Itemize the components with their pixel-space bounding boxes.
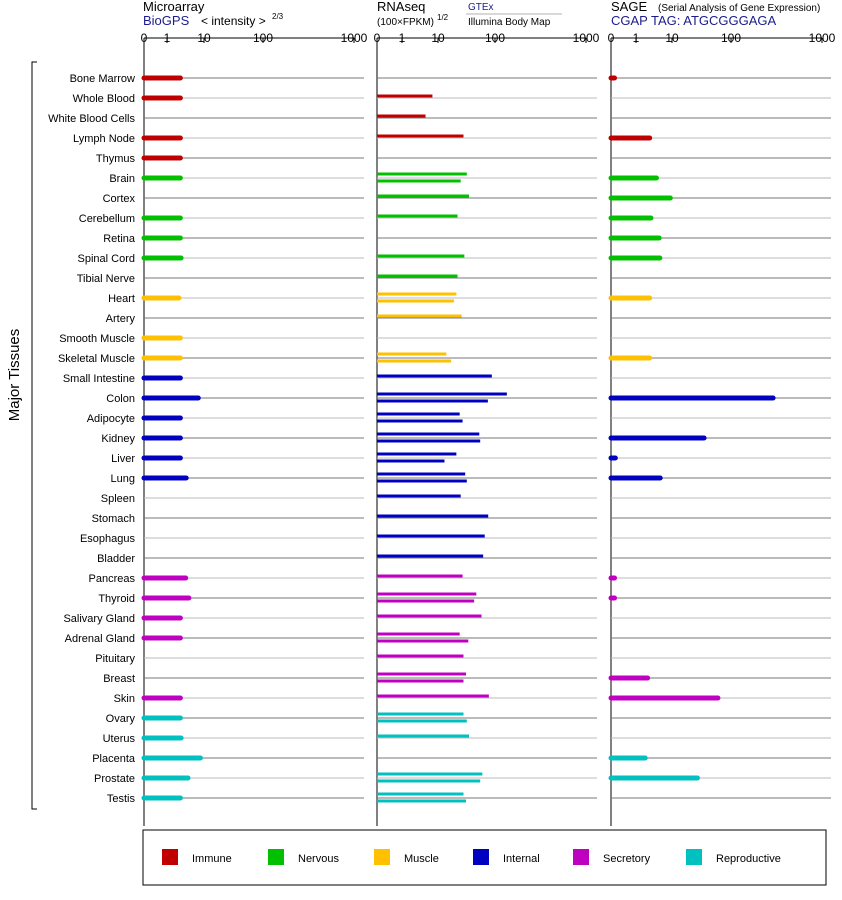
legend-swatch-internal bbox=[473, 849, 489, 865]
tissue-label: Brain bbox=[109, 173, 135, 185]
microarray-exponent: 2/3 bbox=[272, 12, 284, 21]
tissue-label: Artery bbox=[106, 313, 136, 325]
sage-subtitle: (Serial Analysis of Gene Expression) bbox=[658, 3, 820, 14]
tissue-labels: Bone Marrow Whole Blood White Blood Cells L… bbox=[48, 73, 136, 805]
tissue-label: Smooth Muscle bbox=[59, 333, 135, 345]
tissue-label: Tibial Nerve bbox=[77, 273, 135, 285]
tissue-label: Adrenal Gland bbox=[65, 633, 135, 645]
tissue-label: Retina bbox=[103, 233, 136, 245]
rnaseq-source-gtex: GTEx bbox=[468, 2, 494, 13]
tissue-label: Thymus bbox=[96, 153, 136, 165]
legend-swatch-immune bbox=[162, 849, 178, 865]
tissue-bracket bbox=[31, 61, 37, 810]
tissue-label: Placenta bbox=[92, 753, 136, 765]
rnaseq-tick-label: 1000 bbox=[573, 31, 600, 45]
tissue-label: Prostate bbox=[94, 773, 135, 785]
tissue-label: White Blood Cells bbox=[48, 113, 135, 125]
sage-tick-label: 1000 bbox=[809, 31, 836, 45]
sage-tick-label: 0 bbox=[608, 31, 615, 45]
tissue-label: Liver bbox=[111, 453, 135, 465]
tissue-label: Testis bbox=[107, 793, 136, 805]
y-axis-label: Major Tissues bbox=[6, 329, 23, 422]
tissue-label: Colon bbox=[106, 393, 135, 405]
panel-axes: 0 1 10 100 1000 0 1 10 100 1000 0 1 10 100 1000 bbox=[141, 31, 836, 826]
tissue-label: Salivary Gland bbox=[63, 613, 135, 625]
tissue-label: Pituitary bbox=[95, 653, 135, 665]
microarray-tick-label: 0 bbox=[141, 31, 148, 45]
sage-tick-label: 10 bbox=[665, 31, 679, 45]
rnaseq-tick-label: 10 bbox=[431, 31, 445, 45]
rnaseq-unit: (100×FPKM) bbox=[377, 17, 434, 28]
rnaseq-source-illumina: Illumina Body Map bbox=[468, 17, 551, 28]
tissue-label: Ovary bbox=[106, 713, 136, 725]
tissue-label: Breast bbox=[103, 673, 135, 685]
legend-swatch-muscle bbox=[374, 849, 390, 865]
tissue-label: Spinal Cord bbox=[78, 253, 135, 265]
microarray-source: BioGPS bbox=[143, 13, 190, 28]
tissue-label: Spleen bbox=[101, 493, 135, 505]
rnaseq-exponent: 1/2 bbox=[437, 13, 449, 22]
tissue-label: Skeletal Muscle bbox=[58, 353, 135, 365]
legend-swatch-nervous bbox=[268, 849, 284, 865]
tissue-label: Bladder bbox=[97, 553, 135, 565]
legend-label-reproductive: Reproductive bbox=[716, 853, 781, 865]
tissue-label: Bone Marrow bbox=[70, 73, 135, 85]
legend-label-immune: Immune bbox=[192, 853, 232, 865]
microarray-tick-label: 100 bbox=[253, 31, 273, 45]
tissue-label: Esophagus bbox=[80, 533, 136, 545]
sage-tick-label: 1 bbox=[633, 31, 640, 45]
legend: Immune Nervous Muscle Internal Secretory Repr… bbox=[162, 849, 781, 865]
legend-swatch-secretory bbox=[573, 849, 589, 865]
rnaseq-tick-label: 1 bbox=[399, 31, 406, 45]
microarray-unit: < intensity > bbox=[201, 14, 266, 28]
tissue-rows bbox=[144, 77, 831, 799]
tissue-label: Small Intestine bbox=[63, 373, 135, 385]
tissue-label: Adipocyte bbox=[87, 413, 135, 425]
rnaseq-tick-label: 100 bbox=[485, 31, 505, 45]
tissue-label: Whole Blood bbox=[73, 93, 135, 105]
tissue-label: Lung bbox=[111, 473, 135, 485]
rnaseq-tick-label: 0 bbox=[374, 31, 381, 45]
tissue-label: Kidney bbox=[101, 433, 135, 445]
legend-label-nervous: Nervous bbox=[298, 853, 339, 865]
tissue-label: Pancreas bbox=[89, 573, 136, 585]
legend-label-muscle: Muscle bbox=[404, 853, 439, 865]
tissue-label: Skin bbox=[114, 693, 135, 705]
sage-title: SAGE bbox=[611, 0, 647, 14]
expression-bars bbox=[141, 75, 776, 803]
legend-swatch-reproductive bbox=[686, 849, 702, 865]
sage-tick-label: 100 bbox=[721, 31, 741, 45]
microarray-tick-label: 10 bbox=[197, 31, 211, 45]
tissue-label: Lymph Node bbox=[73, 133, 135, 145]
legend-label-secretory: Secretory bbox=[603, 853, 651, 865]
tissue-label: Thyroid bbox=[98, 593, 135, 605]
sage-source: CGAP TAG: ATGCGGGAGA bbox=[611, 13, 777, 28]
microarray-title: Microarray bbox=[143, 0, 205, 14]
microarray-tick-label: 1000 bbox=[341, 31, 368, 45]
tissue-label: Cerebellum bbox=[79, 213, 135, 225]
microarray-tick-label: 1 bbox=[164, 31, 171, 45]
tissue-label: Heart bbox=[108, 293, 135, 305]
tissue-label: Uterus bbox=[103, 733, 136, 745]
tissue-label: Cortex bbox=[103, 193, 136, 205]
legend-label-internal: Internal bbox=[503, 853, 540, 865]
rnaseq-title: RNAseq bbox=[377, 0, 425, 14]
tissue-label: Stomach bbox=[92, 513, 135, 525]
